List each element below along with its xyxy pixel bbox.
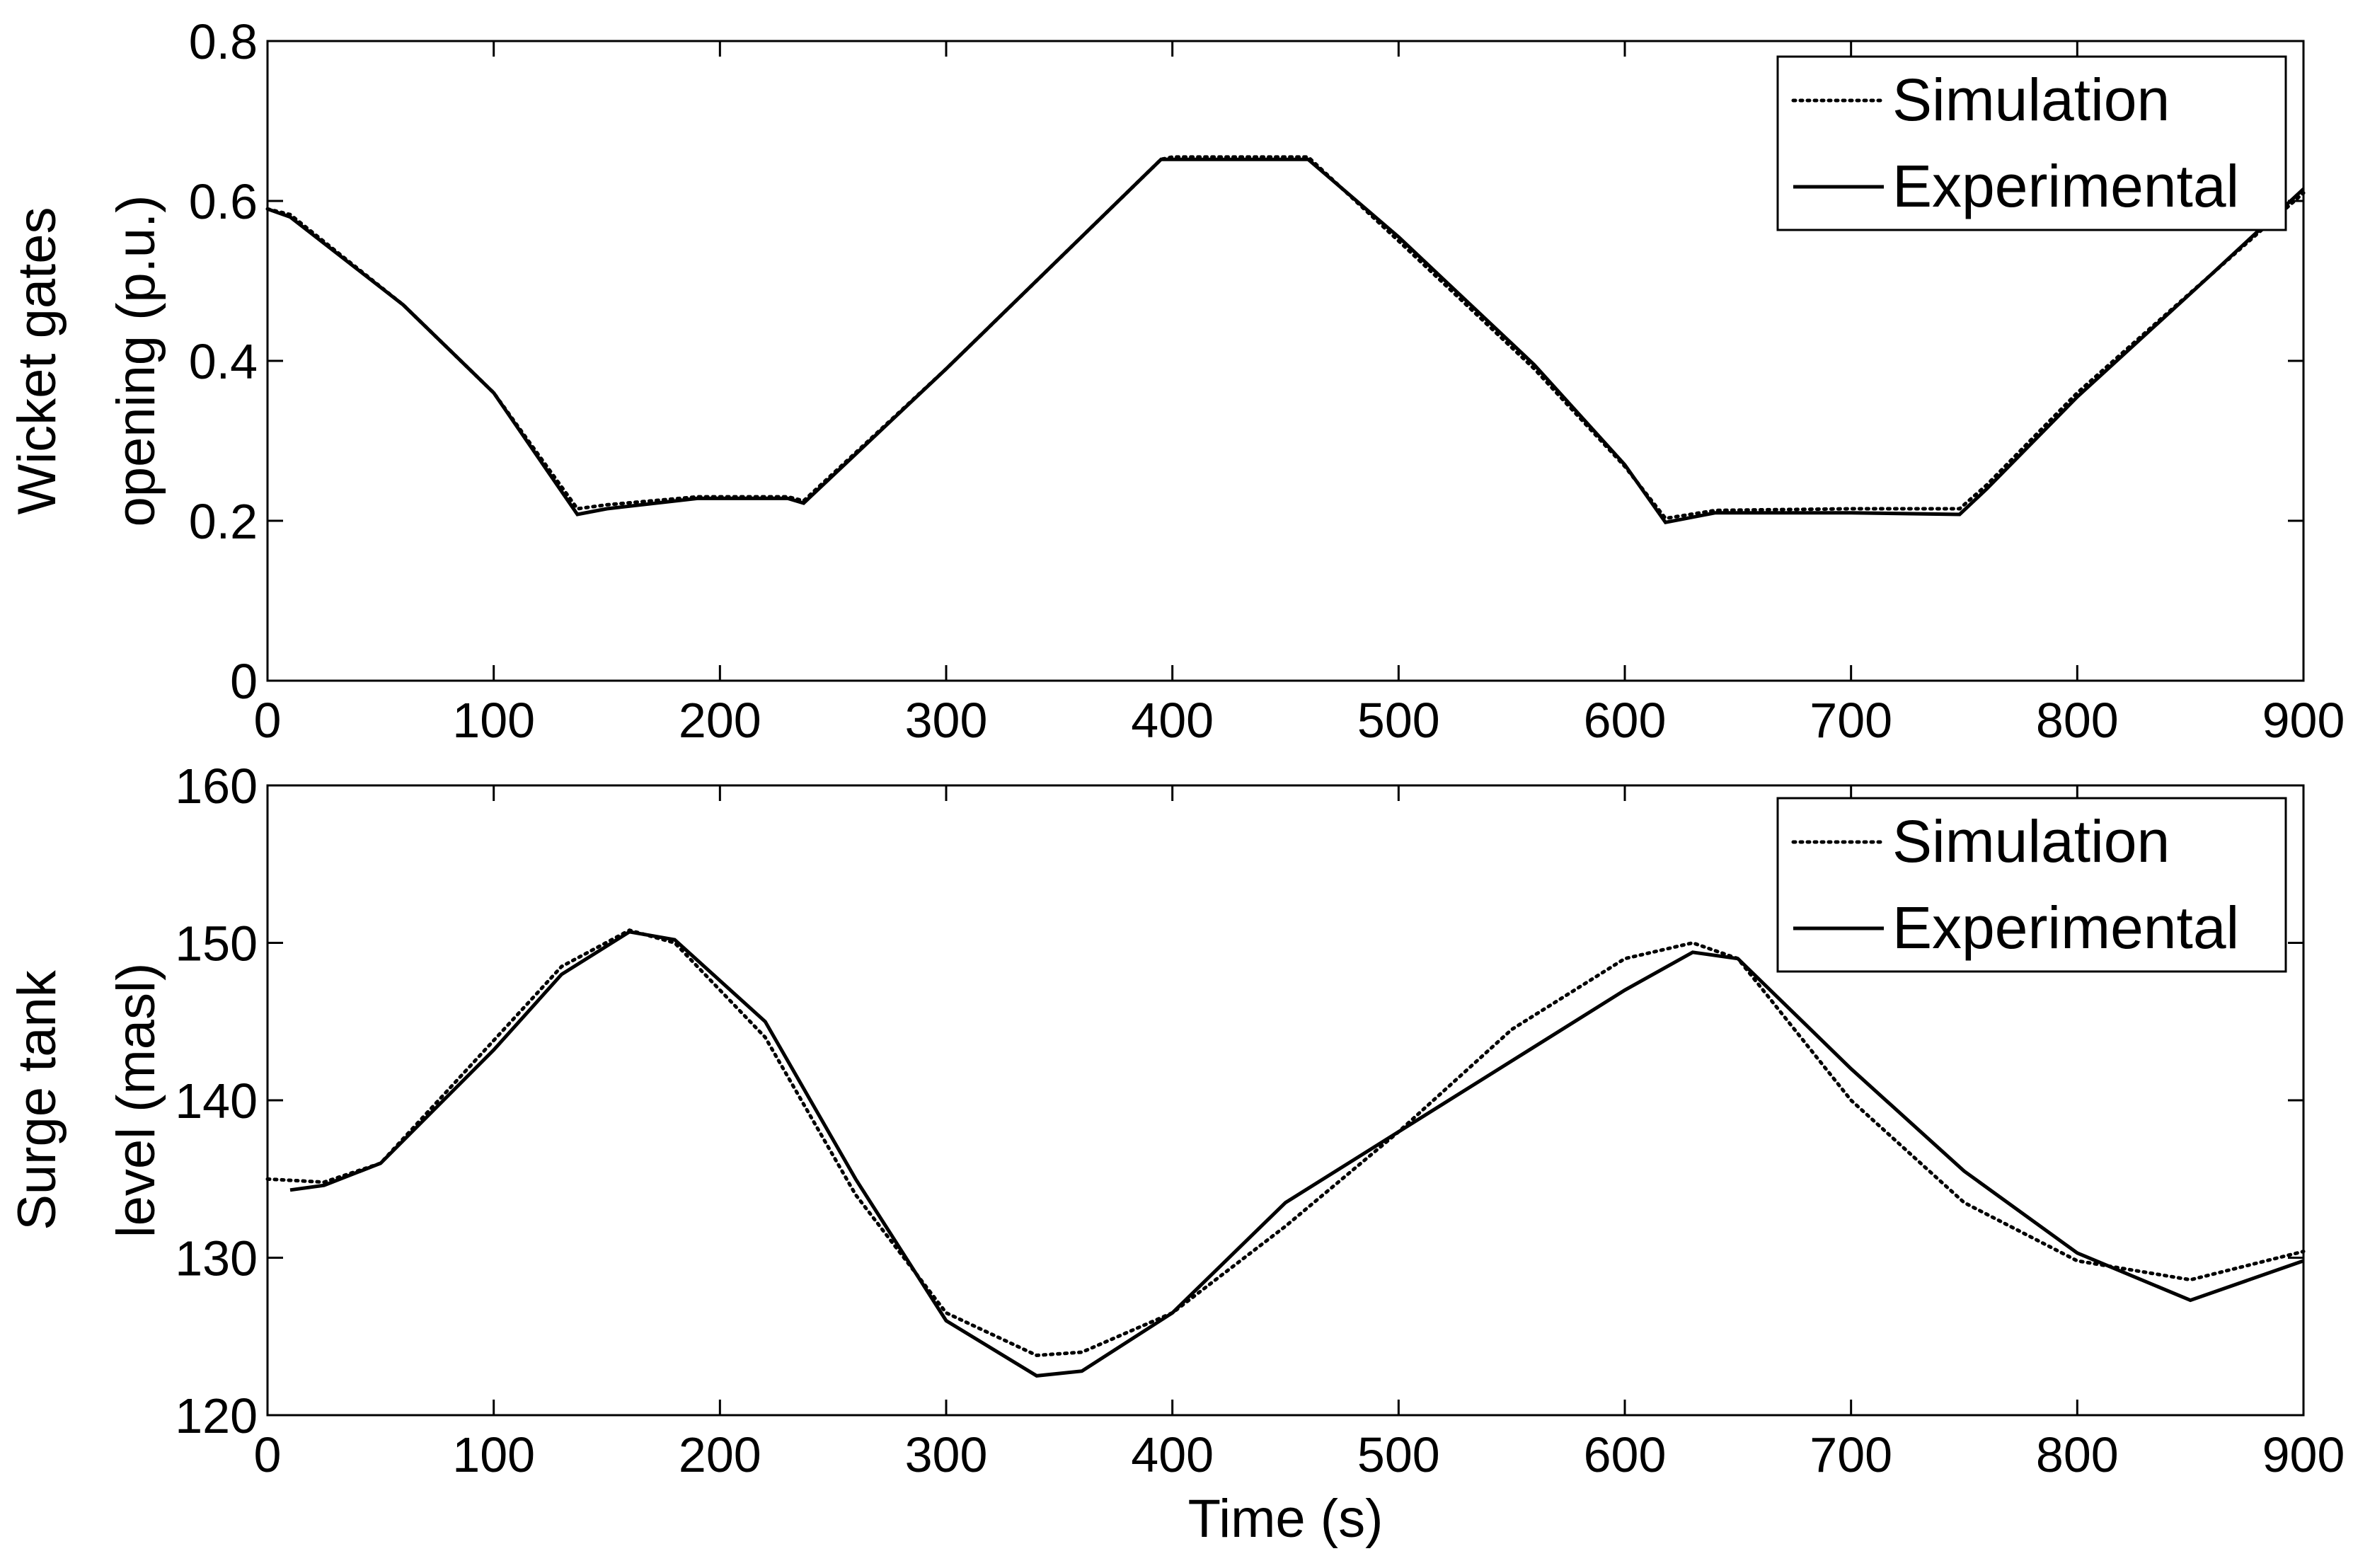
x-axis-label: Time (s) [1188, 1489, 1384, 1549]
x-tick-label: 600 [1584, 1427, 1667, 1482]
y-tick-label: 0 [230, 654, 258, 709]
legend-box [1776, 55, 2287, 231]
y-tick-label: 0.2 [189, 494, 258, 549]
y-tick-label: 130 [175, 1231, 258, 1286]
x-tick-label: 500 [1357, 693, 1440, 748]
legend-label-experimental: Experimental [1892, 894, 2239, 961]
chart-panel-1: 0 100 200 300 400 500 600 700 800 900 0 0.2 0.4 0.6 0.… [7, 14, 2345, 748]
x-tick-label: 600 [1584, 693, 1667, 748]
y-axis-label: Surge tank [7, 969, 67, 1230]
x-tick-label: 300 [905, 693, 988, 748]
y-tick-label: 0.8 [189, 14, 258, 69]
y-tick-label: 160 [175, 759, 258, 814]
y-axis-label: level (masl) [106, 963, 166, 1238]
x-tick-label: 100 [452, 693, 535, 748]
x-tick-label: 900 [2262, 1427, 2345, 1482]
legend-label-simulation: Simulation [1892, 67, 2170, 133]
x-tick-label: 800 [2036, 1427, 2119, 1482]
x-tick-label: 700 [1810, 1427, 1892, 1482]
x-tick-label: 900 [2262, 693, 2345, 748]
x-tick-label: 0 [254, 693, 282, 748]
legend-label-experimental: Experimental [1892, 153, 2239, 219]
y-axis-label: Wicket gates [7, 207, 67, 514]
series-line-experimental [267, 157, 2305, 525]
series-line-experimental [289, 930, 2304, 1378]
y-tick-label: 120 [175, 1388, 258, 1443]
x-tick-label: 0 [254, 1427, 282, 1482]
legend-label-simulation: Simulation [1892, 808, 2170, 875]
x-tick-label: 100 [452, 1427, 535, 1482]
x-tick-label: 800 [2036, 693, 2119, 748]
series-line-simulation [265, 155, 2306, 521]
chart-panel-2: 0 100 200 300 400 500 600 700 800 900 120 130 140 150… [7, 759, 2345, 1549]
y-tick-label: 0.4 [189, 334, 258, 389]
x-tick-label: 200 [679, 1427, 761, 1482]
x-tick-label: 500 [1357, 1427, 1440, 1482]
x-tick-label: 300 [905, 1427, 988, 1482]
series-line-simulation [265, 928, 2306, 1358]
x-tick-label: 400 [1131, 1427, 1214, 1482]
y-axis-label: opening (p.u.) [106, 195, 166, 527]
y-tick-label: 0.6 [189, 174, 258, 229]
y-tick-label: 150 [175, 916, 258, 972]
y-tick-label: 140 [175, 1073, 258, 1129]
legend-box [1776, 797, 2287, 973]
x-tick-label: 700 [1810, 693, 1892, 748]
x-tick-label: 200 [679, 693, 761, 748]
x-tick-label: 400 [1131, 693, 1214, 748]
